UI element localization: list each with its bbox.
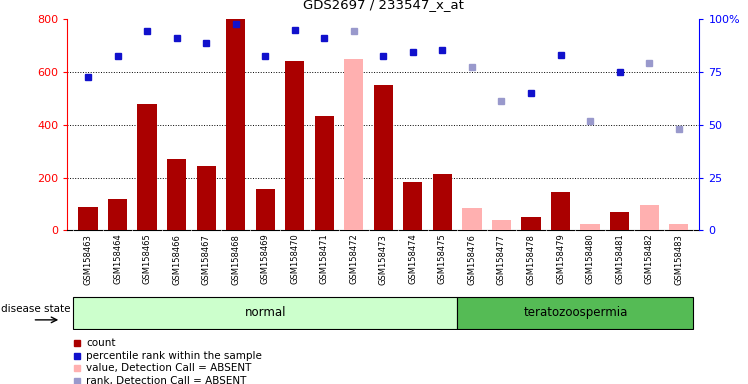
Text: GSM158480: GSM158480	[586, 233, 595, 285]
Bar	[551, 192, 570, 230]
Text: GSM158473: GSM158473	[378, 233, 388, 285]
Text: GSM158469: GSM158469	[261, 233, 270, 285]
Text: GSM158478: GSM158478	[527, 233, 536, 285]
Text: GSM158475: GSM158475	[438, 233, 447, 285]
Bar	[285, 61, 304, 230]
Bar	[79, 207, 97, 230]
Bar	[403, 182, 423, 230]
Text: GSM158470: GSM158470	[290, 233, 299, 285]
Bar	[108, 199, 127, 230]
Text: rank, Detection Call = ABSENT: rank, Detection Call = ABSENT	[86, 376, 247, 384]
Text: GSM158468: GSM158468	[231, 233, 240, 285]
Bar	[457, 297, 693, 328]
Bar	[462, 208, 482, 230]
Text: GSM158481: GSM158481	[615, 233, 624, 285]
Text: GSM158472: GSM158472	[349, 233, 358, 285]
Bar	[138, 104, 156, 230]
Text: GSM158467: GSM158467	[202, 233, 211, 285]
Text: GSM158474: GSM158474	[408, 233, 417, 285]
Bar	[344, 59, 364, 230]
Text: teratozoospermia: teratozoospermia	[523, 306, 628, 319]
Bar	[640, 205, 659, 230]
Text: GSM158482: GSM158482	[645, 233, 654, 285]
Text: GSM158471: GSM158471	[320, 233, 329, 285]
Bar	[226, 19, 245, 230]
Text: GSM158477: GSM158477	[497, 233, 506, 285]
Text: GDS2697 / 233547_x_at: GDS2697 / 233547_x_at	[303, 0, 464, 12]
Bar	[521, 217, 541, 230]
Bar	[374, 85, 393, 230]
Text: disease state: disease state	[1, 304, 70, 314]
Bar	[433, 174, 452, 230]
Bar	[167, 159, 186, 230]
Text: GSM158463: GSM158463	[84, 233, 93, 285]
Text: GSM158466: GSM158466	[172, 233, 181, 285]
Text: GSM158483: GSM158483	[674, 233, 683, 285]
Bar	[197, 166, 215, 230]
Text: GSM158479: GSM158479	[556, 233, 565, 285]
Text: normal: normal	[245, 306, 286, 319]
Bar	[256, 189, 275, 230]
Bar	[610, 212, 629, 230]
Bar	[580, 224, 600, 230]
Bar	[73, 297, 457, 328]
Text: GSM158465: GSM158465	[143, 233, 152, 285]
Text: GSM158464: GSM158464	[113, 233, 122, 285]
Text: GSM158476: GSM158476	[468, 233, 476, 285]
Text: count: count	[86, 338, 116, 348]
Bar	[492, 220, 511, 230]
Bar	[669, 224, 688, 230]
Text: value, Detection Call = ABSENT: value, Detection Call = ABSENT	[86, 363, 251, 373]
Text: percentile rank within the sample: percentile rank within the sample	[86, 351, 262, 361]
Bar	[315, 116, 334, 230]
